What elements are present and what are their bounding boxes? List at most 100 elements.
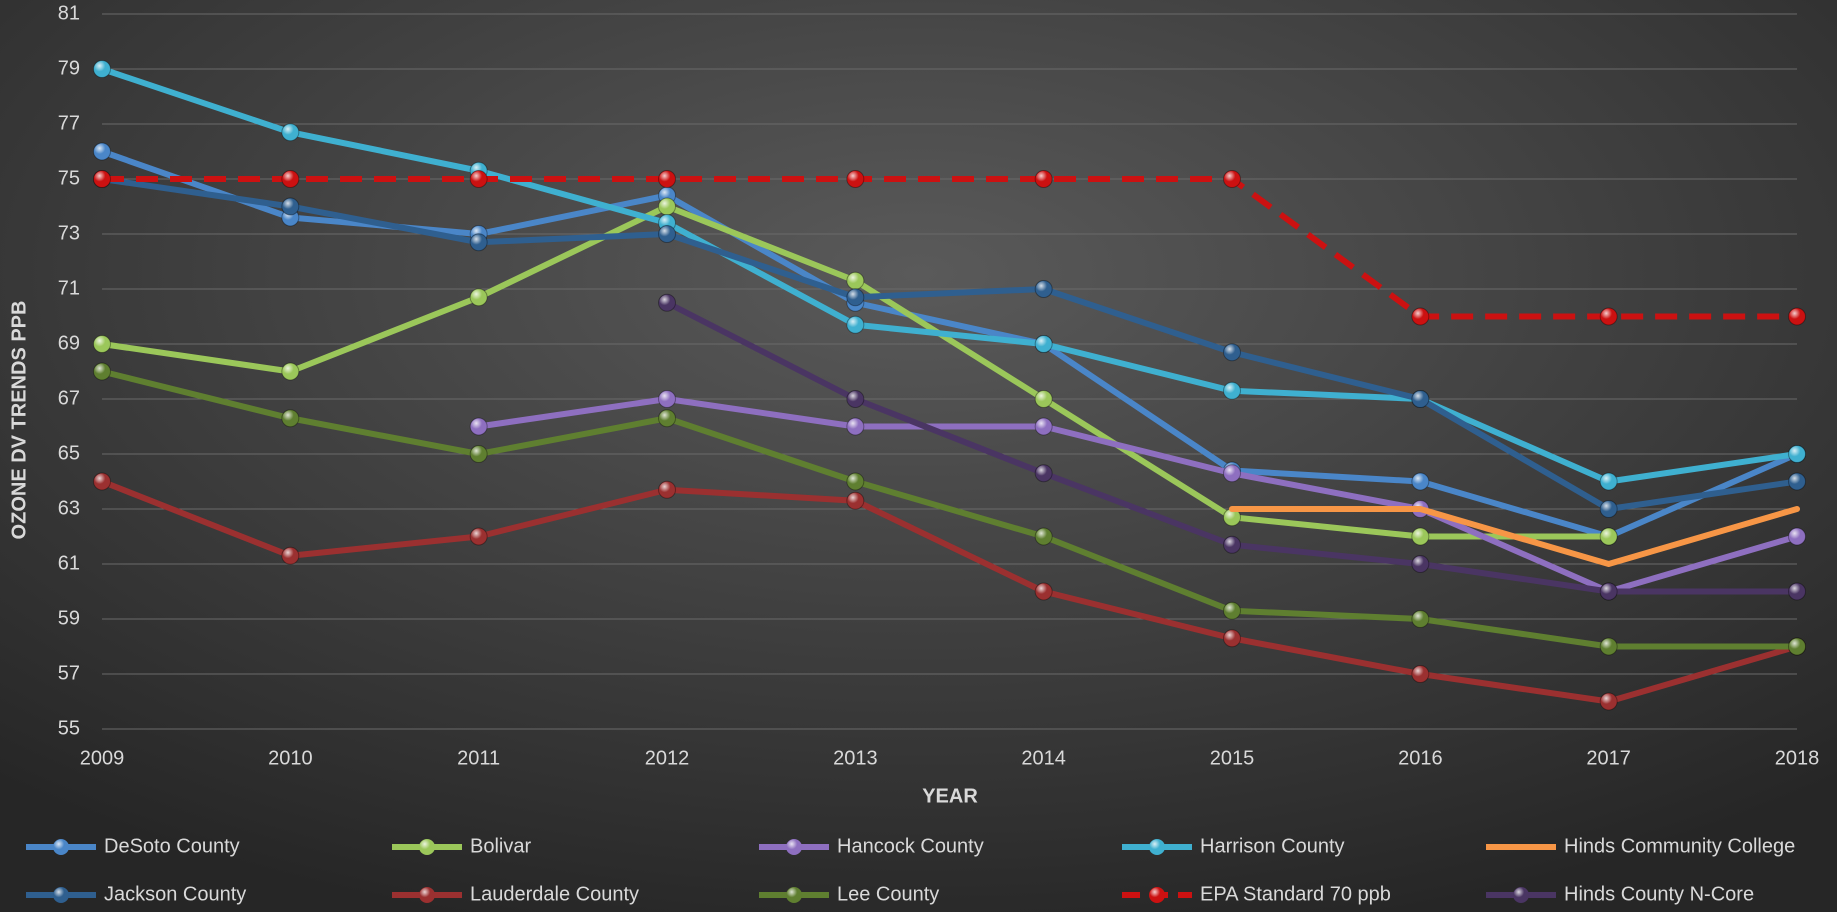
marker-shine — [1412, 528, 1429, 545]
legend-label: Lee County — [837, 883, 939, 905]
legend-marker-shine — [1149, 887, 1165, 903]
marker-shine — [1035, 171, 1052, 187]
marker-shine — [1035, 583, 1052, 600]
marker-shine — [1224, 382, 1240, 399]
marker-shine — [470, 234, 487, 251]
y-tick-label: 55 — [58, 717, 80, 739]
y-tick-label: 57 — [58, 662, 80, 684]
series-line — [99, 368, 1800, 650]
marker-shine — [1035, 391, 1052, 407]
y-tick-label: 63 — [58, 497, 80, 519]
marker-shine — [1600, 693, 1617, 710]
marker-shine — [1224, 509, 1240, 526]
marker-shine — [1412, 666, 1429, 682]
marker-shine — [1224, 344, 1240, 361]
x-tick-label: 2011 — [457, 747, 500, 769]
legend-label: Bolivar — [470, 835, 531, 857]
marker-shine — [659, 391, 675, 407]
x-tick-label: 2018 — [1775, 747, 1820, 769]
marker-shine — [470, 528, 487, 545]
marker-shine — [659, 226, 675, 242]
legend-marker-shine — [1149, 839, 1165, 855]
legend-label: Jackson County — [104, 883, 246, 905]
marker-shine — [659, 294, 675, 311]
y-tick-label: 79 — [58, 57, 80, 79]
marker-shine — [1224, 171, 1240, 187]
marker-shine — [1600, 473, 1617, 490]
marker-shine — [94, 61, 110, 77]
marker-shine — [1789, 446, 1805, 462]
marker-shine — [1035, 465, 1052, 482]
marker-shine — [282, 547, 299, 564]
marker-shine — [1224, 536, 1240, 553]
marker-shine — [847, 492, 864, 509]
marker-shine — [470, 446, 487, 462]
legend-marker-shine — [53, 839, 69, 855]
y-tick-label: 71 — [58, 277, 80, 299]
marker-shine — [470, 289, 487, 306]
marker-shine — [1412, 611, 1429, 627]
marker-shine — [470, 171, 487, 187]
x-tick-label: 2014 — [1021, 747, 1066, 769]
plot: 55 57 59 61 63 65 67 69 71 73 75 77 79 81 2009 2010 2011… — [26, 2, 1819, 905]
marker-shine — [94, 143, 110, 160]
marker-shine — [847, 391, 864, 407]
marker-shine — [1789, 638, 1805, 655]
marker-shine — [847, 316, 864, 333]
y-tick-label: 65 — [58, 442, 80, 464]
marker-shine — [1035, 418, 1052, 435]
y-axis-label: OZONE DV TRENDS PPB — [8, 301, 30, 540]
marker-shine — [94, 171, 110, 187]
marker-shine — [1789, 473, 1805, 490]
y-tick-label: 67 — [58, 387, 80, 409]
marker-shine — [1224, 465, 1240, 482]
legend-label: Hinds Community College — [1564, 835, 1795, 857]
marker-shine — [1789, 528, 1805, 545]
x-axis-label: YEAR — [922, 785, 978, 807]
marker-shine — [659, 410, 675, 427]
marker-shine — [1789, 583, 1805, 600]
marker-shine — [1600, 528, 1617, 545]
marker-shine — [1789, 308, 1805, 325]
marker-shine — [659, 198, 675, 215]
marker-shine — [470, 418, 487, 435]
series-line — [99, 66, 1800, 485]
marker-shine — [1412, 308, 1429, 325]
y-tick-label: 77 — [58, 112, 80, 134]
marker-shine — [847, 171, 864, 187]
series-line — [475, 396, 1800, 595]
x-tick-label: 2016 — [1398, 747, 1443, 769]
marker-shine — [94, 336, 110, 352]
x-tick-label: 2017 — [1586, 747, 1631, 769]
marker-shine — [282, 124, 299, 141]
legend-marker-shine — [1513, 887, 1529, 903]
marker-shine — [1600, 308, 1617, 325]
y-tick-label: 73 — [58, 222, 80, 244]
legend-marker-shine — [53, 887, 69, 903]
legend-marker-shine — [786, 839, 802, 855]
x-tick-label: 2015 — [1210, 747, 1255, 769]
y-tick-label: 81 — [58, 2, 80, 24]
marker-shine — [282, 410, 299, 427]
marker-shine — [1412, 391, 1429, 407]
legend-label: DeSoto County — [104, 835, 240, 857]
x-tick-label: 2010 — [268, 747, 313, 769]
y-tick-label: 59 — [58, 607, 80, 629]
y-tick-label: 69 — [58, 332, 80, 354]
legend-label: Hancock County — [837, 835, 984, 857]
legend-label: Hinds County N-Core — [1564, 883, 1754, 905]
x-tick-label: 2009 — [80, 747, 125, 769]
marker-shine — [847, 418, 864, 435]
marker-shine — [1224, 602, 1240, 619]
marker-shine — [282, 198, 299, 215]
legend-marker-shine — [419, 839, 435, 855]
marker-shine — [1035, 528, 1052, 545]
marker-shine — [1412, 556, 1429, 572]
marker-shine — [1035, 281, 1052, 297]
series-line — [1229, 506, 1800, 567]
marker-shine — [847, 473, 864, 490]
x-tick-label: 2012 — [645, 747, 690, 769]
y-tick-label: 75 — [58, 167, 80, 189]
series-line — [99, 478, 1800, 705]
